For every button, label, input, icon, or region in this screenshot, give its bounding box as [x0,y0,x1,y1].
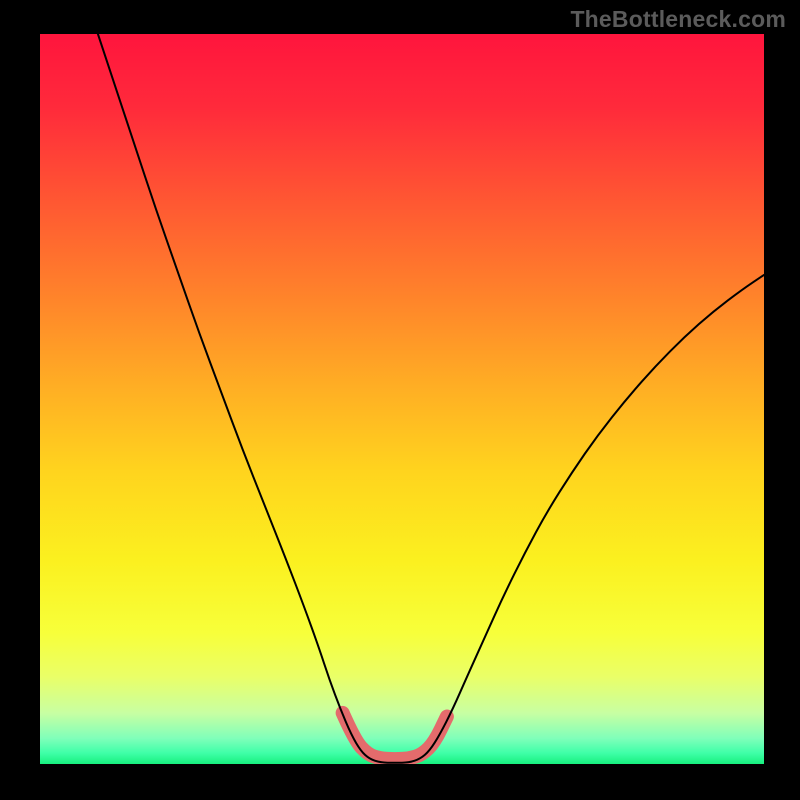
plot-area [40,34,764,764]
chart-svg [40,34,764,764]
heatmap-gradient [40,34,764,764]
attribution-label: TheBottleneck.com [570,6,786,33]
